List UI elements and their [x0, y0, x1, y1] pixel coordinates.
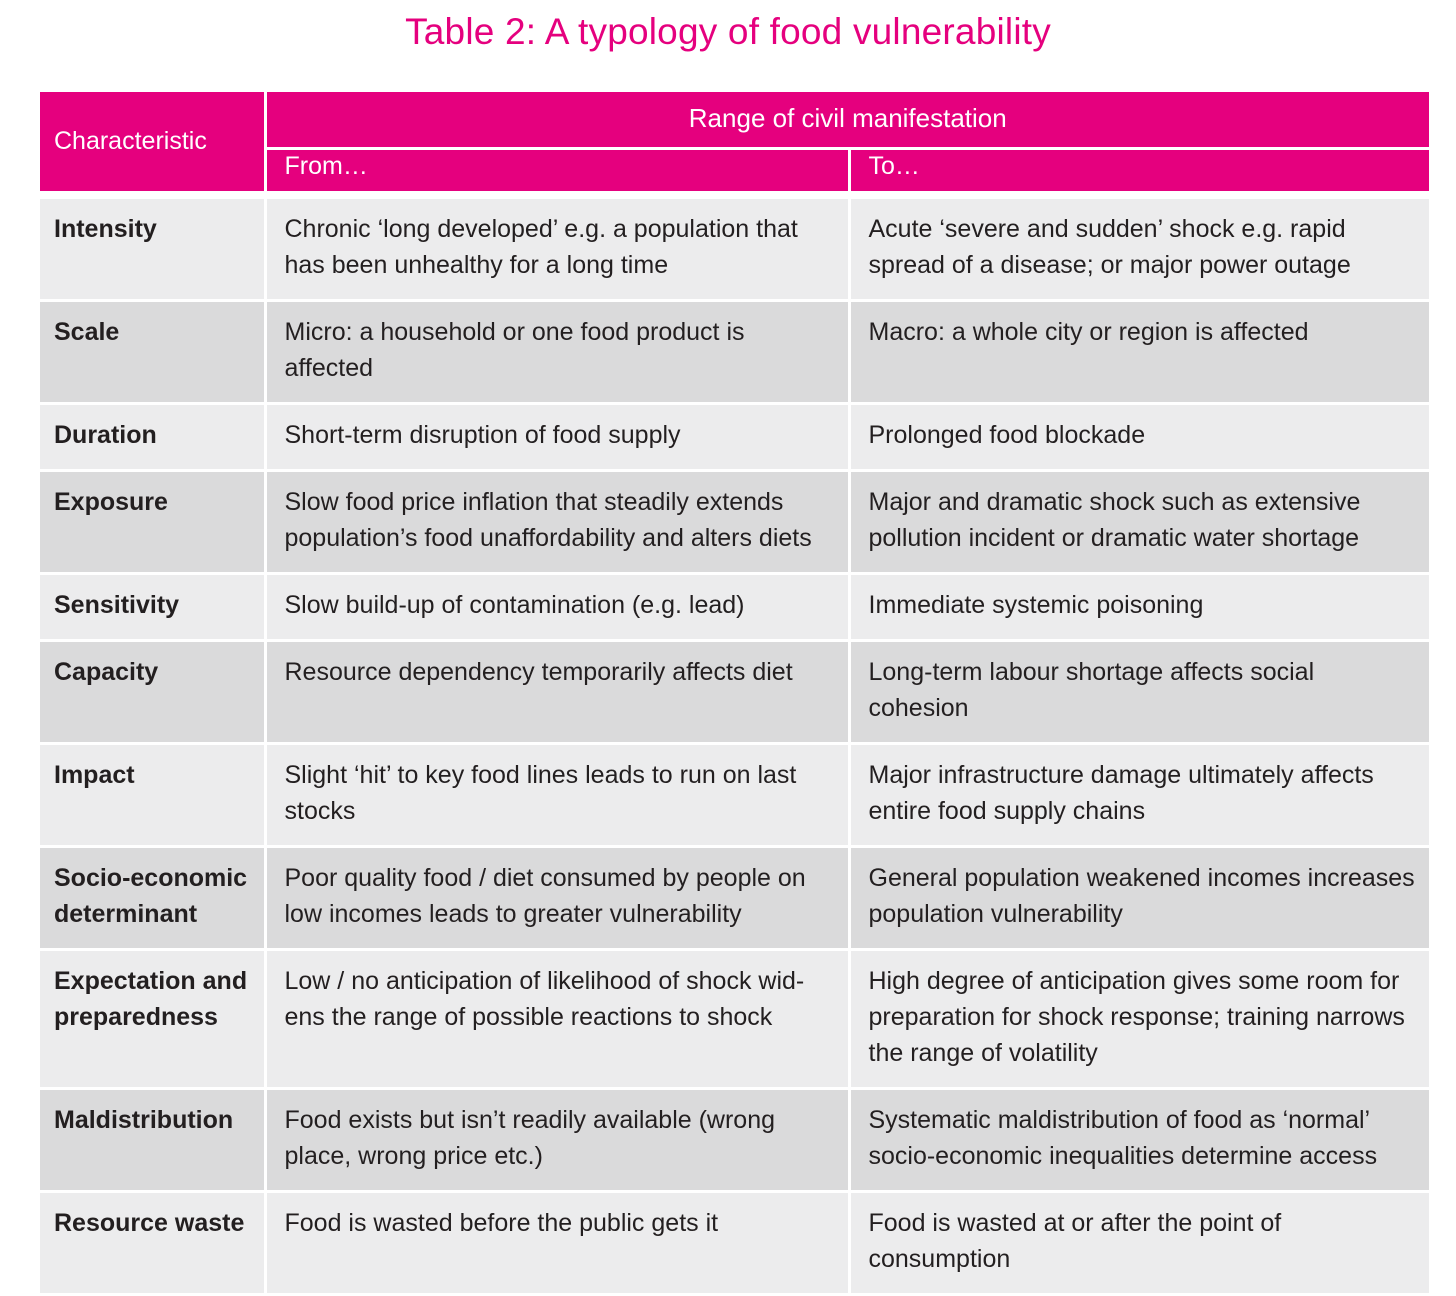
- from-cell: Food exists but isn’t readily available …: [265, 1088, 851, 1193]
- from-cell: Short-term disruption of food supply: [265, 403, 851, 472]
- table-row: Scale Micro: a household or one food pro…: [40, 300, 1430, 405]
- characteristic-cell: Resource waste: [40, 1191, 267, 1296]
- from-header: From…: [265, 148, 851, 191]
- to-cell: Food is wasted at or after the point of …: [849, 1191, 1430, 1296]
- table-row: Sensitivity Slow build-up of contaminati…: [40, 573, 1430, 642]
- from-cell: Resource dependency temporarily affects …: [265, 640, 851, 745]
- characteristic-cell: Intensity: [40, 199, 267, 302]
- table-row: Resource waste Food is wasted before the…: [40, 1191, 1430, 1296]
- characteristic-cell: Impact: [40, 743, 267, 848]
- characteristic-cell: Scale: [40, 300, 267, 405]
- to-cell: Macro: a whole city or region is affecte…: [849, 300, 1430, 405]
- to-cell: Major and dramatic shock such as extensi…: [849, 470, 1430, 575]
- characteristic-cell: Capacity: [40, 640, 267, 745]
- table-row: Expectation and preparedness Low / no an…: [40, 949, 1430, 1090]
- vulnerability-table: Characteristic Range of civil manifestat…: [40, 92, 1430, 1296]
- to-cell: General population weakened incomes incr…: [849, 846, 1430, 951]
- from-cell: Chronic ‘long developed’ e.g. a populati…: [265, 199, 851, 302]
- characteristic-cell: Sensitivity: [40, 573, 267, 642]
- from-cell: Slight ‘hit’ to key food lines leads to …: [265, 743, 851, 848]
- to-cell: Immediate systemic poisoning: [849, 573, 1430, 642]
- table-row: Socio-economic determinant Poor quality …: [40, 846, 1430, 951]
- to-cell: Systematic maldistribution of food as ‘n…: [849, 1088, 1430, 1193]
- table-row: Intensity Chronic ‘long developed’ e.g. …: [40, 199, 1430, 302]
- characteristic-cell: Maldistribution: [40, 1088, 267, 1193]
- characteristic-cell: Expectation and preparedness: [40, 949, 267, 1090]
- to-cell: High degree of anticipation gives some r…: [849, 949, 1430, 1090]
- to-cell: Prolonged food blockade: [849, 403, 1430, 472]
- characteristic-cell: Exposure: [40, 470, 267, 575]
- from-cell: Poor quality food / diet consumed by peo…: [265, 846, 851, 951]
- table-row: Impact Slight ‘hit’ to key food lines le…: [40, 743, 1430, 848]
- from-cell: Slow build-up of contamination (e.g. lea…: [265, 573, 851, 642]
- table-row: Capacity Resource dependency temporarily…: [40, 640, 1430, 745]
- from-cell: Slow food price inflation that steadily …: [265, 470, 851, 575]
- range-header: Range of civil manifestation: [265, 92, 1430, 150]
- table-row: Duration Short-term disruption of food s…: [40, 403, 1430, 472]
- from-cell: Low / no anticipation of likelihood of s…: [265, 949, 851, 1090]
- table-title: Table 2: A typology of food vulnerabilit…: [405, 11, 1051, 52]
- characteristic-cell: Duration: [40, 403, 267, 472]
- characteristic-cell: Socio-economic determinant: [40, 846, 267, 951]
- to-cell: Acute ‘severe and sudden’ shock e.g. rap…: [849, 199, 1430, 302]
- table-row: Exposure Slow food price inflation that …: [40, 470, 1430, 575]
- to-header: To…: [849, 148, 1430, 191]
- to-cell: Major infrastructure damage ultimately a…: [849, 743, 1430, 848]
- table-row: Maldistribution Food exists but isn’t re…: [40, 1088, 1430, 1193]
- to-cell: Long-term labour shortage affects social…: [849, 640, 1430, 745]
- from-cell: Food is wasted before the public gets it: [265, 1191, 851, 1296]
- from-cell: Micro: a household or one food product i…: [265, 300, 851, 405]
- characteristic-header: Characteristic: [40, 92, 267, 191]
